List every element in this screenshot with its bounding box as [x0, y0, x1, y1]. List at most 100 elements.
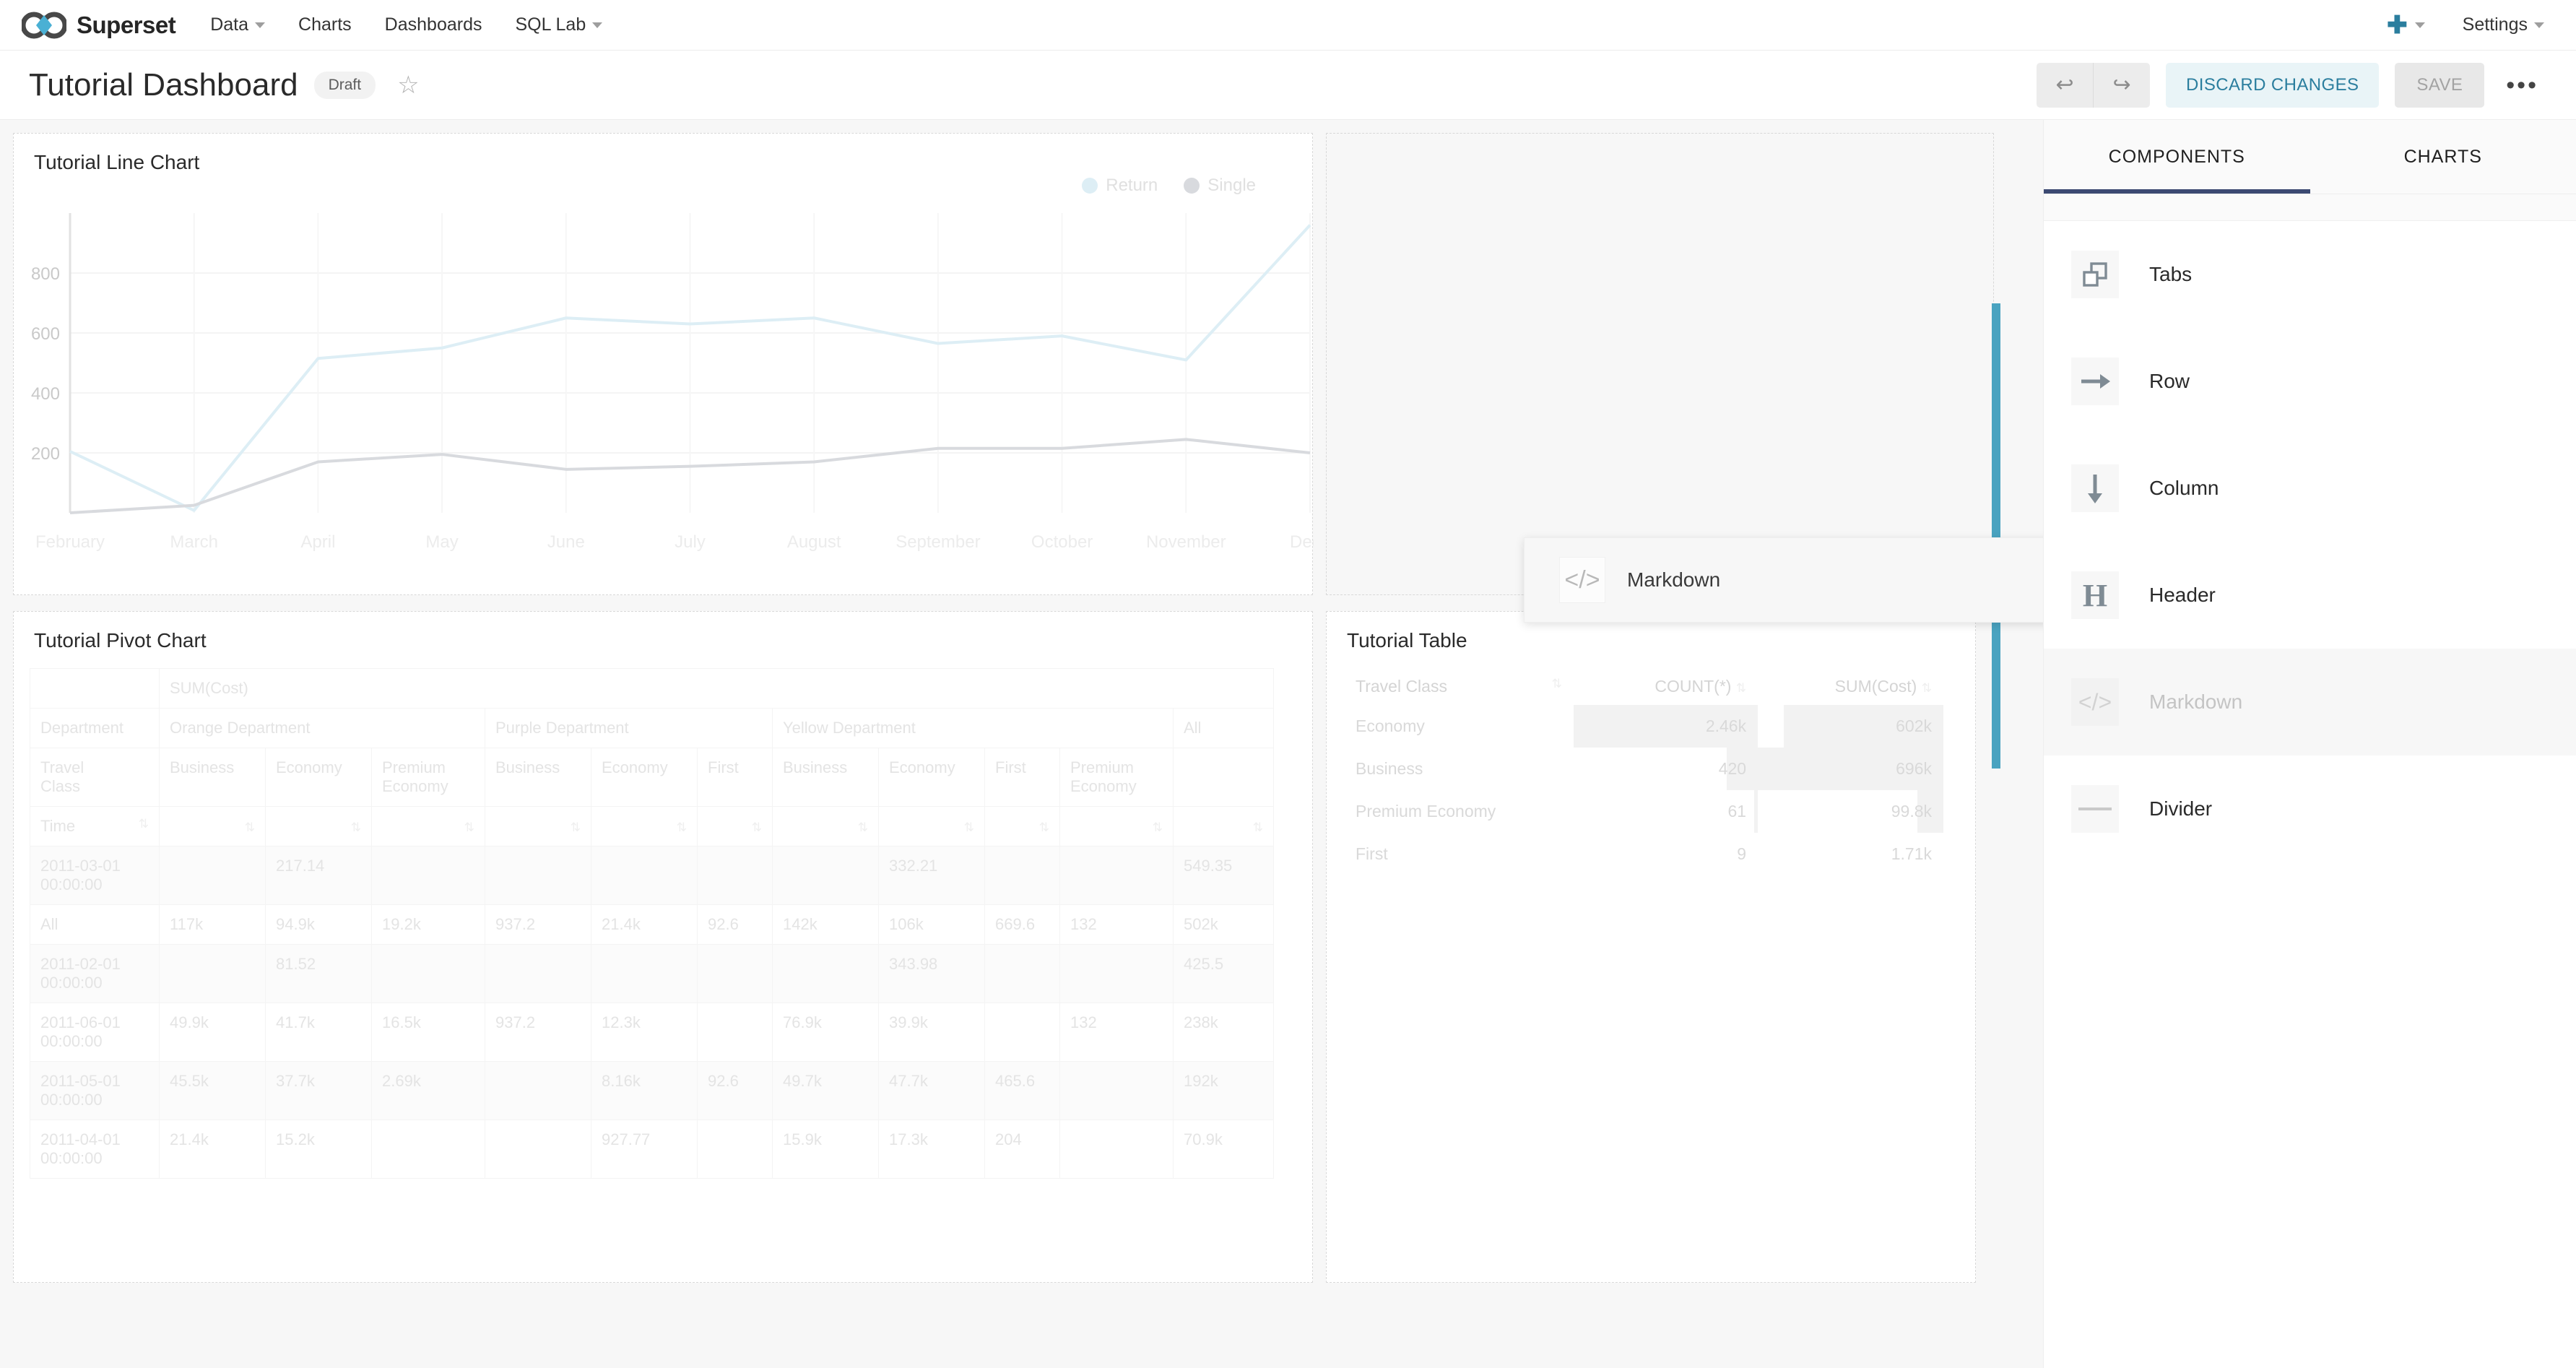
redo-button[interactable]: ↪: [2093, 62, 2150, 108]
pivot-row-value: 21.4k: [159, 1120, 266, 1179]
sort-icon[interactable]: ⇅: [1038, 821, 1049, 834]
svg-text:800: 800: [31, 264, 60, 284]
new-item-button[interactable]: ✚: [2387, 13, 2425, 38]
legend-item-return[interactable]: Return: [1082, 176, 1158, 196]
header-actions: ↩ ↪ DISCARD CHANGES SAVE •••: [2037, 62, 2544, 108]
status-badge: Draft: [313, 71, 376, 99]
sort-icon[interactable]: ⇅: [1921, 681, 1932, 695]
pivot-row-value: 19.2k: [371, 904, 485, 945]
sidebar-item-header-label: Header: [2149, 584, 2216, 606]
undo-button[interactable]: ↩: [2055, 73, 2074, 97]
pivot-sort-cell[interactable]: ⇅: [1173, 806, 1274, 847]
pivot-class-cell: Premium Economy: [1059, 748, 1174, 807]
sort-icon[interactable]: ⇅: [857, 821, 868, 834]
sort-icon[interactable]: ⇅: [1152, 821, 1163, 834]
pivot-sort-cell[interactable]: ⇅: [371, 806, 485, 847]
tab-components[interactable]: COMPONENTS: [2044, 120, 2310, 194]
sidebar-item-divider[interactable]: Divider: [2044, 756, 2576, 862]
sort-icon[interactable]: ⇅: [570, 821, 581, 834]
sort-icon[interactable]: ⇅: [138, 817, 149, 831]
sidebar-item-header[interactable]: H Header: [2044, 542, 2576, 649]
chart-card-line[interactable]: Tutorial Line Chart Return Single 200 400…: [13, 133, 1314, 595]
chart-card-table[interactable]: Tutorial Table Travel Class ⇅ COUNT(*) ⇅ SU…: [1326, 611, 1976, 1283]
pivot-row-value: 8.16k: [591, 1061, 698, 1120]
table-row[interactable]: 2011-04-01 00:00:00 21.4k 15.2k 927.77 15.9k 1…: [30, 1120, 1274, 1179]
sidebar-item-tabs[interactable]: Tabs: [2044, 221, 2576, 328]
nav-item-dashboards[interactable]: Dashboards: [385, 14, 482, 35]
pivot-sort-cell[interactable]: ⇅: [485, 806, 591, 847]
pivot-sort-cell[interactable]: ⇅: [265, 806, 372, 847]
table-row[interactable]: First 9 1.71k: [1344, 833, 1943, 875]
sort-icon[interactable]: ⇅: [963, 821, 974, 834]
sort-icon[interactable]: ⇅: [676, 821, 687, 834]
save-button[interactable]: SAVE: [2395, 62, 2485, 108]
empty-drop-zone[interactable]: [1326, 133, 1994, 595]
pivot-sort-cell[interactable]: ⇅: [697, 806, 773, 847]
sort-icon[interactable]: ⇅: [244, 821, 255, 834]
favorite-star-icon[interactable]: ☆: [397, 71, 420, 99]
sidebar-item-column[interactable]: Column: [2044, 435, 2576, 542]
pivot-row-value: [697, 944, 773, 1003]
pivot-row-value: [371, 1120, 485, 1179]
table-row[interactable]: 2011-02-01 00:00:00 81.52 343.98 425.5: [30, 944, 1274, 1003]
column-header-sum-cost[interactable]: SUM(Cost) ⇅: [1834, 677, 1932, 696]
sidebar-item-column-label: Column: [2149, 477, 2219, 499]
pivot-row-time: 2011-06-01 00:00:00: [30, 1003, 160, 1062]
table-row[interactable]: Economy 2.46k 602k: [1344, 705, 1943, 748]
pivot-time-label: Time ⇅: [30, 806, 160, 847]
cell-count: 2.46k: [1573, 705, 1758, 748]
pivot-class-cell: Business: [772, 748, 879, 807]
pivot-sort-cell[interactable]: ⇅: [159, 806, 266, 847]
svg-text:April: April: [300, 532, 335, 552]
pivot-sort-cell[interactable]: ⇅: [984, 806, 1060, 847]
pivot-sort-cell[interactable]: ⇅: [591, 806, 698, 847]
table-row[interactable]: 2011-03-01 00:00:00 217.14 332.21 549.35: [30, 846, 1274, 905]
chart-title-table: Tutorial Table: [1347, 629, 1467, 651]
sort-icon[interactable]: ⇅: [751, 821, 762, 834]
pivot-sort-cell[interactable]: ⇅: [772, 806, 879, 847]
pivot-row-value: 17.3k: [878, 1120, 985, 1179]
pivot-row-value: 465.6: [984, 1061, 1060, 1120]
svg-text:August: August: [787, 532, 841, 552]
svg-text:February: February: [35, 532, 105, 552]
table-row[interactable]: All 117k 94.9k 19.2k 937.2 21.4k 92.6 142k 106k 6…: [30, 904, 1274, 945]
pivot-row-value: 117k: [159, 904, 266, 945]
svg-text:October: October: [1031, 532, 1093, 552]
chart-card-pivot[interactable]: Tutorial Pivot Chart SUM(Cost) Department…: [13, 611, 1313, 1283]
pivot-table[interactable]: SUM(Cost) Department Orange Department Purp…: [30, 668, 1274, 1179]
pivot-class-cell: Economy: [591, 748, 698, 807]
legend-item-single[interactable]: Single: [1184, 176, 1256, 196]
dashboard-canvas[interactable]: Tutorial Line Chart Return Single 200 400…: [0, 120, 2043, 1368]
pivot-row-value: [697, 1120, 773, 1179]
settings-menu[interactable]: Settings: [2463, 14, 2544, 35]
table-row[interactable]: Premium Economy 61 99.8k: [1344, 790, 1943, 833]
table-row[interactable]: Business 420 696k: [1344, 748, 1943, 790]
pivot-sort-cell[interactable]: ⇅: [1059, 806, 1174, 847]
table-row[interactable]: 2011-06-01 00:00:00 49.9k 41.7k 16.5k 937.2 12…: [30, 1003, 1274, 1062]
column-header-count[interactable]: COUNT(*) ⇅: [1655, 677, 1747, 696]
nav-item-data[interactable]: Data: [210, 14, 266, 35]
discard-changes-button[interactable]: DISCARD CHANGES: [2166, 62, 2380, 108]
sort-icon[interactable]: ⇅: [1735, 681, 1747, 695]
sidebar-item-row-label: Row: [2149, 370, 2190, 392]
tutorial-table[interactable]: Travel Class ⇅ COUNT(*) ⇅ SUM(Cost) ⇅ Econom…: [1344, 668, 1943, 875]
sort-icon[interactable]: ⇅: [1551, 677, 1562, 691]
tab-charts[interactable]: CHARTS: [2310, 120, 2576, 194]
nav-item-charts[interactable]: Charts: [298, 14, 352, 35]
builder-sidebar: COMPONENTS CHARTS Tabs: [2043, 120, 2576, 1368]
brand-name: Superset: [77, 11, 176, 38]
tabs-icon: [2071, 251, 2119, 298]
column-header-travel-class[interactable]: Travel Class ⇅: [1356, 677, 1562, 696]
sort-icon[interactable]: ⇅: [1252, 821, 1263, 834]
sidebar-item-row[interactable]: Row: [2044, 328, 2576, 435]
superset-brand[interactable]: Superset: [20, 11, 176, 40]
more-options-button[interactable]: •••: [2506, 71, 2538, 99]
drag-preview-markdown[interactable]: </> Markdown: [1524, 537, 2043, 623]
pivot-sort-cell[interactable]: ⇅: [878, 806, 985, 847]
sort-icon[interactable]: ⇅: [464, 821, 474, 834]
sort-icon[interactable]: ⇅: [350, 821, 361, 834]
sidebar-item-markdown[interactable]: </> Markdown: [2044, 649, 2576, 756]
nav-item-sql-lab[interactable]: SQL Lab: [515, 14, 603, 35]
table-row[interactable]: 2011-05-01 00:00:00 45.5k 37.7k 2.69k 8.16k 92…: [30, 1061, 1274, 1120]
markdown-code-icon: </>: [2071, 678, 2119, 726]
